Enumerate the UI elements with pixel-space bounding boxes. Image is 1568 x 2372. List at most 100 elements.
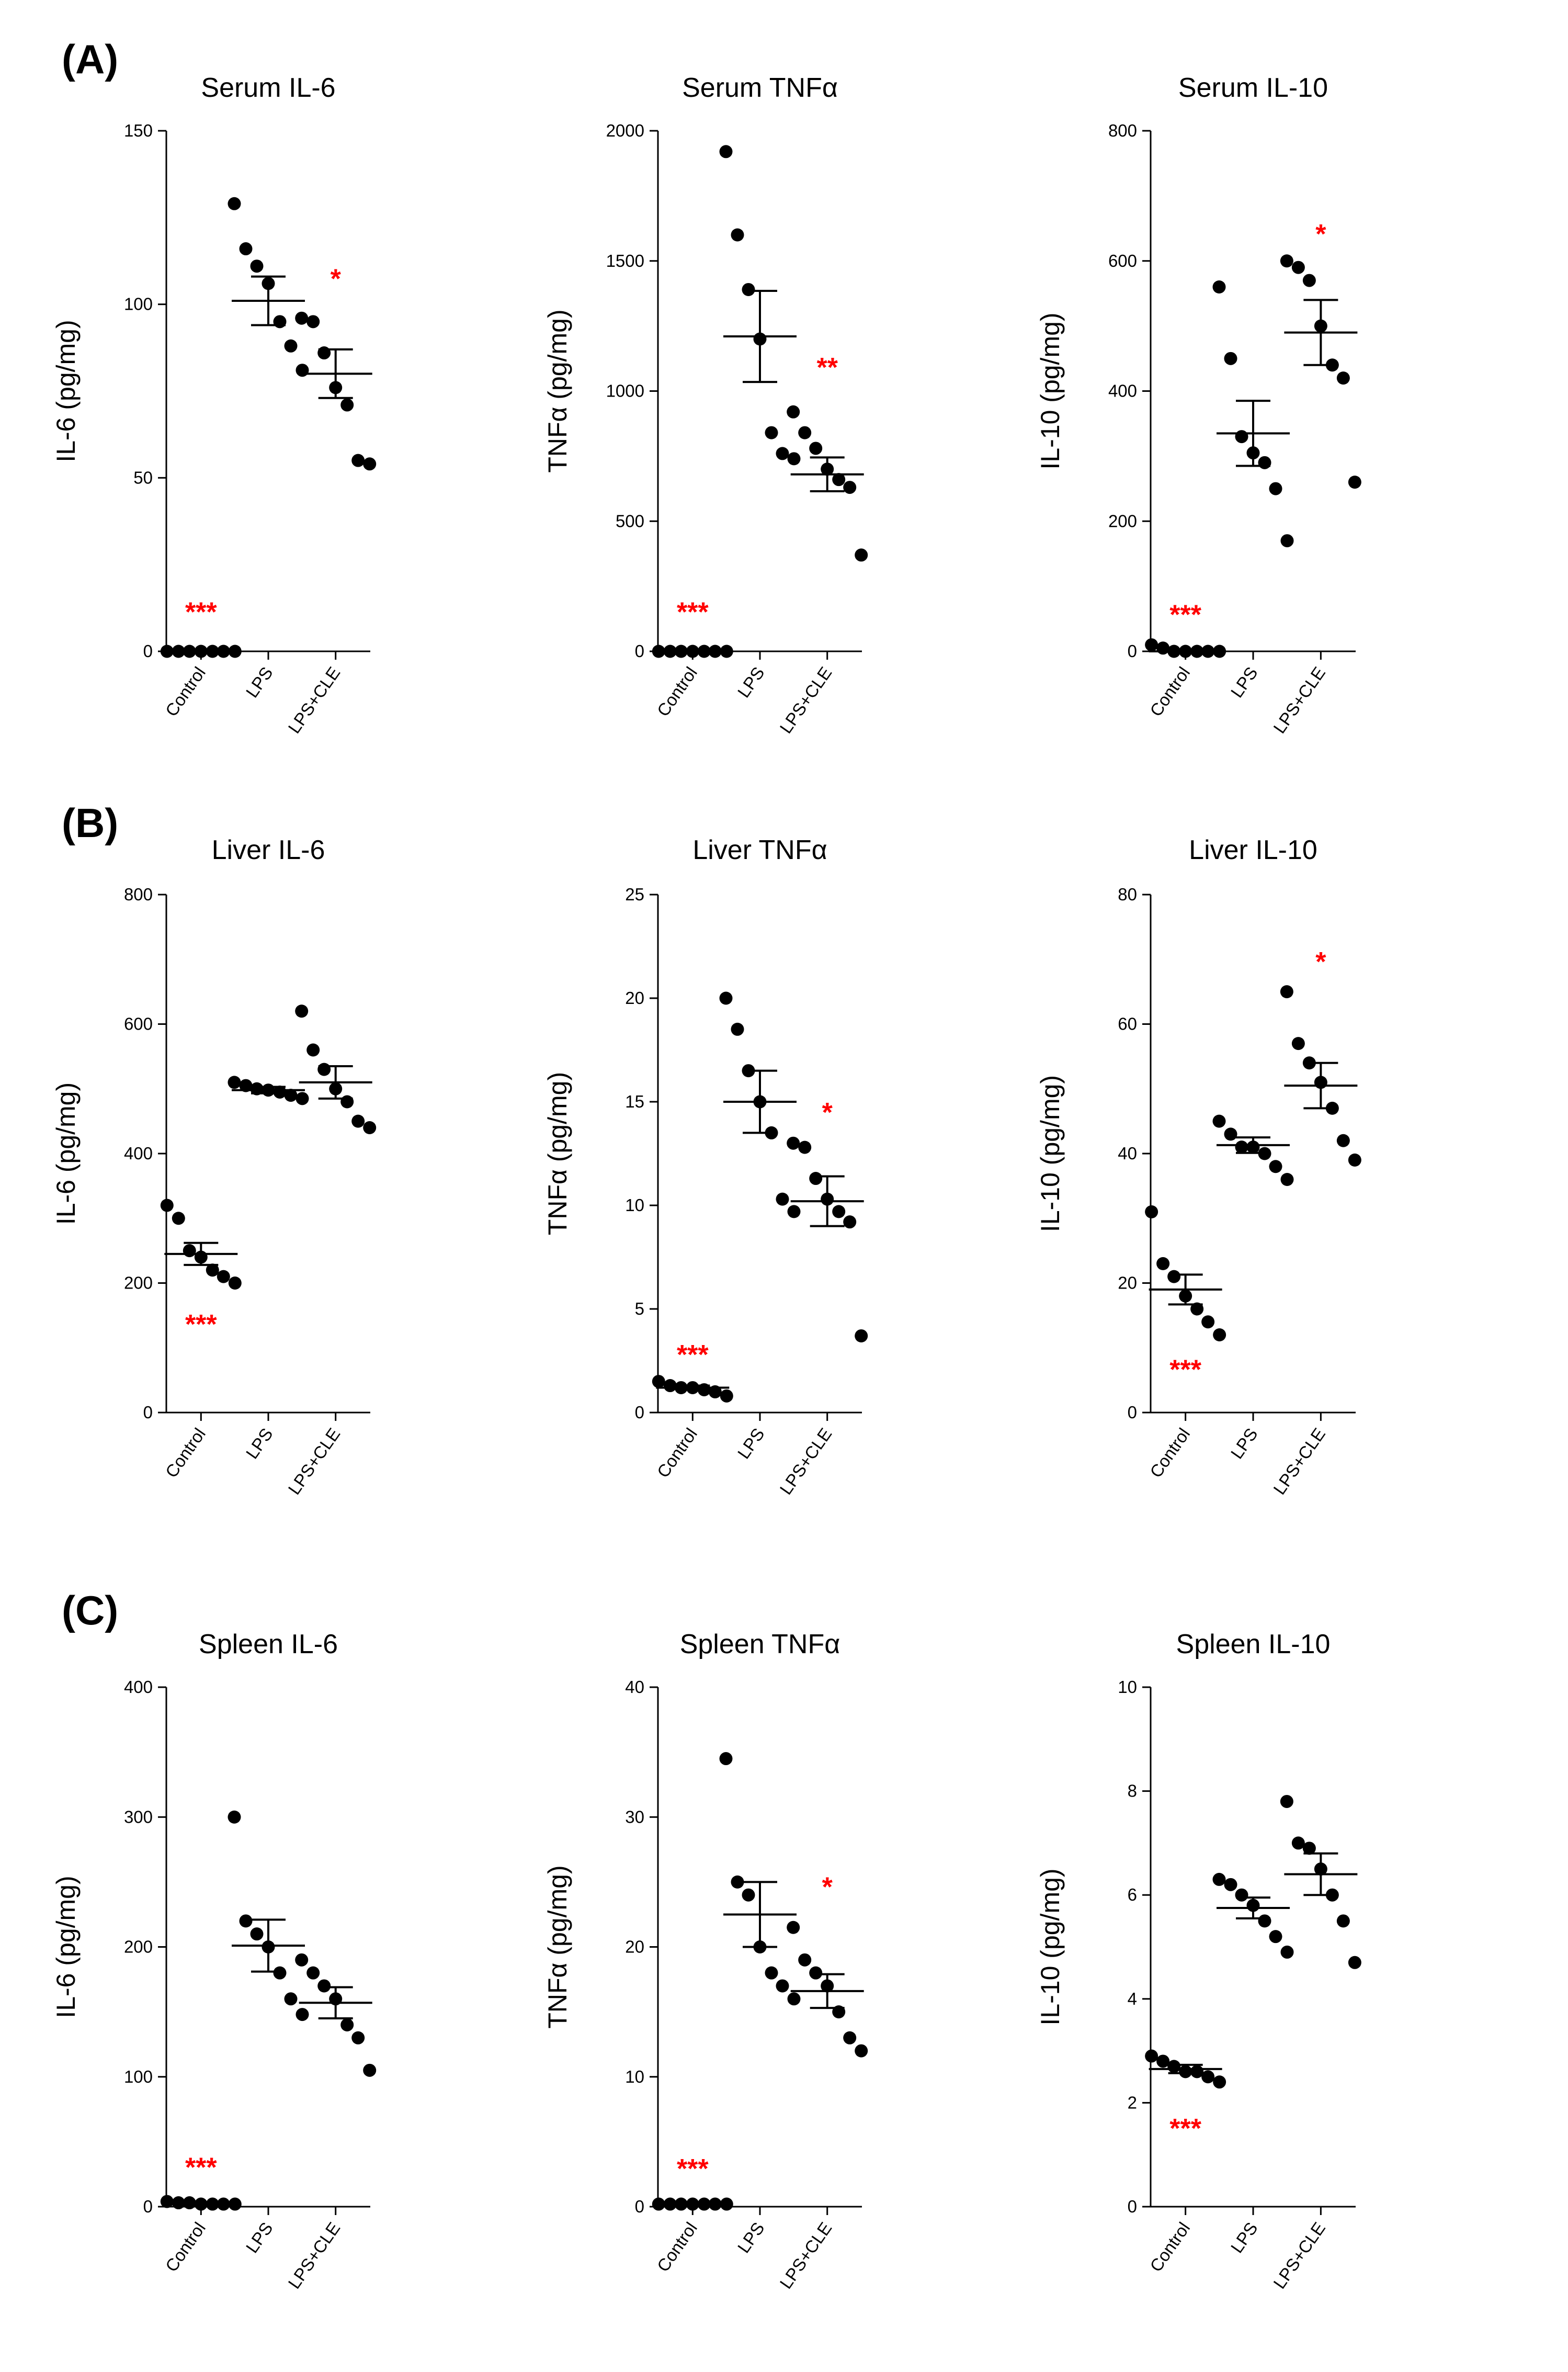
y-tick-label: 150 [124,121,153,140]
y-tick-label: 2 [1128,2093,1137,2112]
y-axis-label: TNFα (pg/mg) [543,1072,572,1235]
chart-title: Serum TNFα [682,73,838,103]
significance-marker: * [1315,219,1326,250]
panel-label-a: (A) [62,36,118,82]
data-point [351,1114,365,1128]
chart-title: Liver TNFα [692,835,827,865]
data-point [250,259,264,273]
data-point [798,1140,812,1154]
data-point [1280,1794,1293,1808]
data-point [296,2008,309,2021]
y-tick-label: 800 [1108,121,1137,140]
data-point [1145,1205,1158,1218]
data-point [228,1277,242,1290]
significance-marker: *** [185,1309,217,1340]
chart-5: Liver TNFα TNFα (pg/mg) 0 5 10 15 20 25 Control L… [543,835,868,1498]
data-point [731,1022,744,1036]
data-point [1224,1878,1237,1891]
y-axis-label: IL-10 (pg/mg) [1036,1075,1065,1232]
x-category-label: LPS [734,2219,768,2256]
data-point [1302,1842,1316,1855]
y-tick-label: 5 [635,1299,644,1318]
y-tick-label: 0 [635,2197,644,2216]
y-tick-label: 30 [625,1807,644,1826]
x-category-label: LPS+CLE [1269,663,1329,737]
significance-marker: *** [185,597,217,627]
x-category-label: LPS [1227,2219,1262,2256]
x-category-label: Control [162,663,209,720]
y-tick-label: 0 [143,1403,153,1422]
data-point [273,315,287,329]
chart-2: Serum TNFα TNFα (pg/mg) 0 500 1000 1500 2000 Co… [543,73,868,737]
data-point [1190,1302,1204,1316]
data-point [742,283,755,296]
data-point [228,1810,241,1824]
x-category-label: LPS+CLE [776,1425,835,1498]
data-point [798,1953,812,1967]
data-point [1167,1270,1181,1283]
data-point [787,452,801,466]
data-point [1280,1173,1294,1186]
data-point [172,1212,185,1225]
significance-marker: * [822,1098,833,1128]
x-category-label: LPS+CLE [776,2219,835,2292]
significance-marker: *** [1169,2114,1201,2144]
data-point [787,1992,801,2006]
significance-marker: *** [1169,1354,1201,1385]
significance-marker: * [822,1872,833,1902]
y-tick-label: 200 [124,1937,153,1957]
data-point [160,1199,174,1212]
y-tick-label: 0 [143,641,153,661]
data-point [765,426,778,439]
y-tick-label: 1500 [606,251,644,270]
data-point [206,1263,219,1277]
data-point [363,2063,377,2077]
y-tick-label: 10 [1118,1677,1137,1697]
data-point [284,339,298,353]
y-tick-label: 40 [1118,1144,1137,1163]
y-tick-label: 6 [1128,1885,1137,1904]
x-category-label: Control [653,663,701,720]
data-point [273,1966,287,1980]
data-point [855,548,868,562]
x-category-label: Control [653,1425,701,1481]
significance-marker: ** [816,353,838,383]
y-tick-label: 4 [1128,1989,1137,2008]
y-tick-label: 2000 [606,121,644,140]
chart-1: Serum IL-6 IL-6 (pg/mg) 0 50 100 150 Control LP… [51,73,377,737]
x-category-label: LPS [1227,663,1262,701]
data-point [317,1979,331,1993]
x-category-label: Control [162,1425,209,1481]
data-point [295,311,309,325]
data-point [843,1215,857,1229]
x-category-label: LPS [734,1425,768,1462]
data-point [809,442,823,455]
y-tick-label: 80 [1118,885,1137,904]
significance-marker: * [331,264,342,295]
data-point [1258,1914,1271,1928]
data-point [1235,1140,1248,1154]
data-point [1348,1153,1361,1167]
data-point [1235,430,1248,444]
data-point [776,447,789,460]
y-axis-label: TNFα (pg/mg) [543,309,572,472]
y-tick-label: 200 [1108,511,1137,530]
panel-label-c: (C) [62,1587,118,1633]
data-point [228,1076,241,1089]
x-category-label: Control [162,2219,209,2275]
y-axis-label: TNFα (pg/mg) [543,1865,572,2028]
data-point [1348,1956,1361,1969]
data-point [295,1004,309,1018]
y-tick-label: 15 [625,1092,644,1111]
y-tick-label: 40 [625,1677,644,1697]
y-tick-label: 300 [124,1807,153,1826]
y-tick-label: 0 [1128,2197,1137,2216]
data-point [1336,1914,1350,1928]
data-point [172,2196,185,2210]
data-point [239,1079,253,1092]
data-point [1213,1328,1226,1341]
data-point [809,1172,823,1185]
data-point [1167,2060,1181,2073]
chart-title: Serum IL-6 [201,73,335,103]
data-point [1302,274,1316,287]
